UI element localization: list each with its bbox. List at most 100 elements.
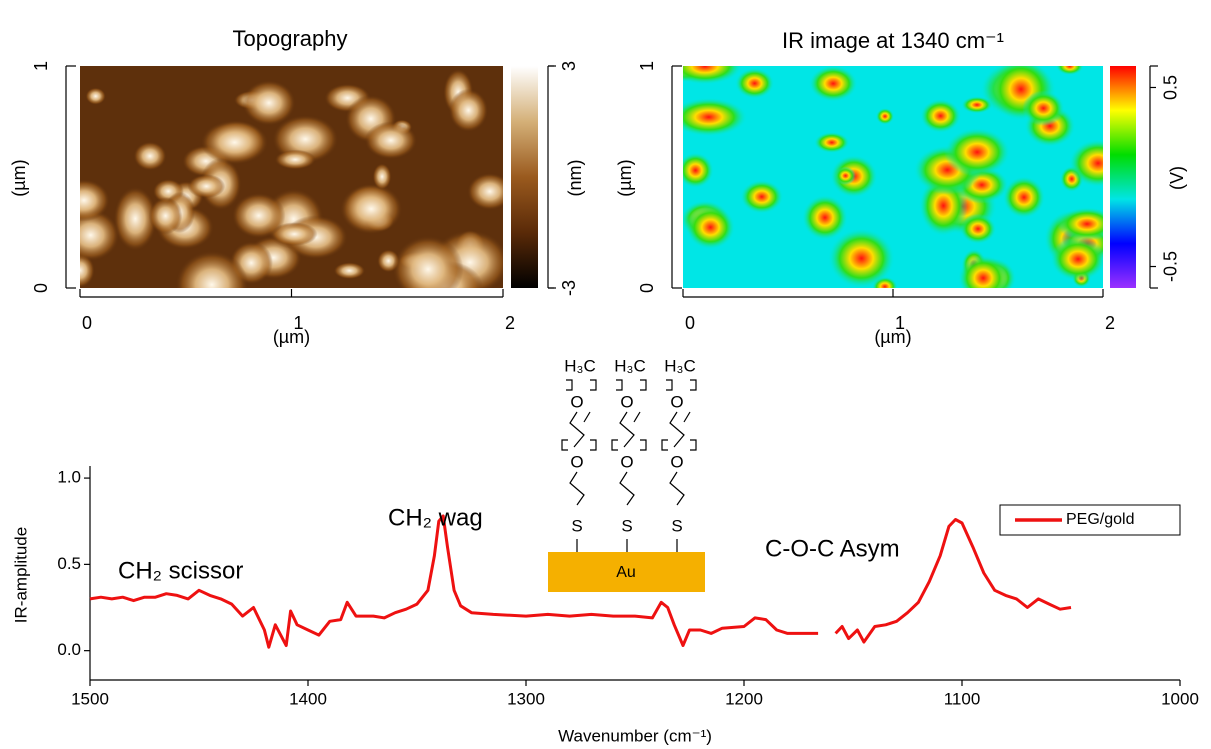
blob [1022, 90, 1065, 127]
x-tick-label: 1400 [289, 689, 327, 708]
blob [133, 141, 167, 171]
blob [813, 131, 850, 154]
blob [1050, 236, 1103, 282]
bond [669, 471, 685, 506]
bond [619, 471, 635, 506]
bracket [666, 379, 697, 391]
oxygen-label: O [670, 452, 683, 471]
x-tick-label: 0 [685, 313, 695, 333]
image-texture [683, 66, 1103, 288]
blob [959, 213, 997, 244]
bond [619, 411, 641, 448]
annotation: CH₂ scissor [118, 557, 243, 584]
colorbar-label: (V) [1167, 166, 1187, 190]
legend-label: PEG/gold [1066, 511, 1134, 528]
image-texture [80, 68, 503, 288]
blob [271, 222, 318, 246]
blob [808, 66, 858, 102]
blob [148, 197, 183, 235]
y-tick-label: 0 [637, 283, 657, 293]
x-tick-label: 1100 [944, 689, 981, 708]
colorbar-tick-label: 0.5 [1161, 75, 1181, 100]
blob [1056, 207, 1103, 241]
blob [1002, 176, 1046, 219]
blob [333, 262, 366, 280]
blob [364, 121, 418, 160]
x-tick-label: 1200 [725, 689, 763, 708]
y-tick-label: 0 [31, 283, 51, 293]
x-tick-label: 0 [82, 313, 92, 333]
x-tick-label: 1000 [1161, 689, 1199, 708]
blob [175, 250, 249, 288]
blob [448, 88, 489, 132]
series-line [89, 514, 1072, 649]
blob [835, 166, 856, 185]
colorbar [511, 66, 538, 288]
y-tick-label: 1.0 [57, 468, 81, 487]
oxygen-label: O [570, 452, 583, 471]
y-axis-label: (µm) [9, 159, 29, 196]
x-axis-label: (µm) [273, 327, 310, 347]
blob [242, 80, 296, 126]
y-tick-label: 0.5 [57, 554, 81, 573]
gold-surface [548, 552, 705, 592]
oxygen-label: O [570, 392, 583, 411]
x-tick-label: 1 [895, 313, 905, 333]
sulfur-label: S [571, 516, 582, 535]
blob [340, 183, 403, 235]
y-tick-label: 1 [31, 61, 51, 71]
bond [569, 471, 585, 506]
blob [113, 186, 157, 251]
blob [957, 254, 1009, 288]
colorbar [1110, 66, 1136, 288]
y-axis-label: (µm) [615, 159, 635, 196]
y-axis-label: IR-amplitude [11, 527, 30, 623]
bracket [661, 439, 697, 451]
annotation: CH₂ wag [388, 504, 483, 531]
x-tick-label: 2 [505, 313, 515, 333]
blob [80, 179, 110, 222]
colorbar-label: (nm) [565, 160, 585, 197]
blob [80, 209, 120, 261]
bracket [561, 439, 597, 451]
blob [1068, 139, 1103, 188]
blob [683, 97, 748, 137]
blob [187, 174, 226, 199]
blob [274, 149, 316, 170]
x-tick-label: 1300 [507, 689, 545, 708]
blob [828, 228, 895, 288]
blob [683, 152, 714, 189]
blob [392, 235, 464, 288]
y-tick-label: 0.0 [57, 640, 81, 659]
blob [80, 253, 95, 288]
sulfur-label: S [621, 516, 632, 535]
blob [920, 98, 962, 133]
image-title: IR image at 1340 cm⁻¹ [782, 28, 1004, 53]
end-group-label: H₃C [664, 356, 695, 375]
image-title: Topography [233, 26, 348, 51]
peg-chain: H₃C O O S [611, 356, 647, 552]
blob [801, 194, 848, 241]
blob [232, 192, 286, 239]
blob [685, 205, 736, 250]
blob [740, 179, 784, 214]
bracket [611, 439, 647, 451]
oxygen-label: O [620, 452, 633, 471]
x-axis-label: Wavenumber (cm⁻¹) [558, 726, 712, 745]
bond [669, 411, 691, 448]
bond [569, 411, 591, 448]
blob [467, 172, 503, 211]
oxygen-label: O [670, 392, 683, 411]
blob [961, 96, 993, 114]
sulfur-label: S [671, 516, 682, 535]
peg-chain: H₃C O O S [561, 356, 597, 552]
x-tick-label: 1500 [71, 689, 109, 708]
blob [372, 163, 392, 190]
oxygen-label: O [620, 392, 633, 411]
blob [944, 127, 1011, 177]
annotation: C-O-C Asym [765, 535, 900, 562]
end-group-label: H₃C [564, 356, 595, 375]
blob [1055, 66, 1084, 76]
